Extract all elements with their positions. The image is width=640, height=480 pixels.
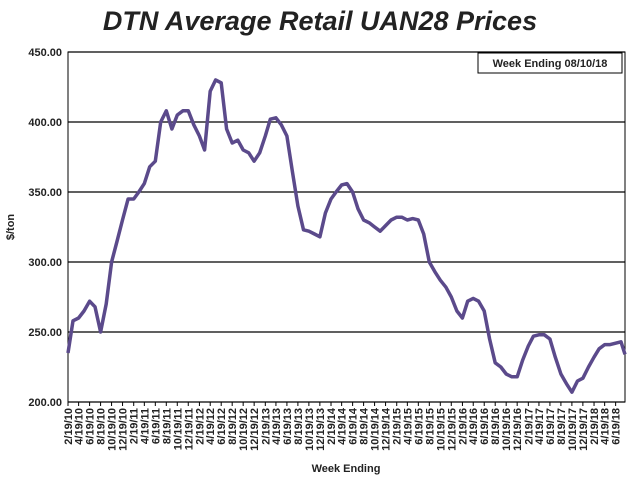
x-tick-label: 2/19/15	[392, 408, 404, 445]
y-axis-label: $/ton	[5, 214, 17, 241]
x-tick-label: 8/19/16	[490, 408, 502, 445]
x-tick-label: 8/19/10	[96, 408, 108, 445]
chart-title: DTN Average Retail UAN28 Prices	[103, 6, 537, 36]
x-tick-label: 12/19/13	[315, 408, 327, 451]
y-tick-label: 350.00	[28, 187, 62, 199]
note-box	[477, 52, 623, 74]
x-tick-label: 2/19/12	[194, 408, 206, 445]
x-tick-label: 4/19/17	[534, 408, 546, 445]
x-tick-label: 12/19/16	[512, 408, 524, 451]
x-tick-label: 6/19/18	[611, 408, 623, 445]
x-tick-label: 10/19/15	[435, 408, 447, 451]
y-tick-label: 300.00	[28, 257, 62, 269]
x-tick-label: 6/19/16	[479, 408, 491, 445]
x-tick-label: 6/19/11	[150, 408, 162, 444]
x-tick-label: 6/19/13	[282, 408, 294, 445]
x-tick-label: 6/19/17	[545, 408, 557, 445]
y-tick-label: 450.00	[28, 47, 62, 59]
x-tick-label: 4/19/10	[74, 408, 86, 445]
x-tick-label: 4/19/15	[402, 408, 414, 445]
x-tick-label: 10/19/14	[370, 407, 382, 451]
x-tick-label: 4/19/14	[337, 407, 349, 445]
x-tick-label: 4/19/16	[468, 408, 480, 445]
x-tick-label: 6/19/15	[413, 408, 425, 445]
x-tick-label: 8/19/17	[556, 408, 568, 445]
x-tick-label: 12/19/14	[381, 407, 393, 451]
x-tick-label: 12/19/10	[118, 408, 130, 451]
x-tick-label: 10/19/11	[172, 408, 184, 450]
x-tick-label: 12/19/12	[249, 408, 261, 451]
x-axis-label: Week Ending	[312, 463, 381, 475]
x-tick-label: 2/19/14	[326, 407, 338, 445]
x-tick-label: 8/19/12	[227, 408, 239, 445]
y-tick-label: 400.00	[28, 117, 62, 129]
x-tick-label: 6/19/10	[85, 408, 97, 445]
x-tick-label: 12/19/11	[183, 408, 195, 450]
x-tick-label: 12/19/15	[446, 408, 458, 451]
y-tick-label: 250.00	[28, 327, 62, 339]
x-tick-label: 8/19/13	[293, 408, 305, 445]
x-tick-label: 10/19/17	[567, 408, 579, 451]
x-tick-label: 10/19/10	[107, 408, 119, 451]
x-tick-label: 2/19/18	[589, 408, 601, 445]
x-tick-label: 4/19/11	[139, 408, 151, 444]
x-tick-label: 8/19/11	[161, 408, 173, 444]
plot-frame	[67, 51, 626, 403]
x-tick-label: 2/19/17	[523, 408, 535, 445]
x-tick-label: 6/19/12	[216, 408, 228, 445]
x-tick-label: 6/19/14	[348, 407, 360, 445]
x-tick-label: 12/19/17	[578, 408, 590, 451]
x-tick-label: 4/19/12	[205, 408, 217, 445]
x-tick-label: 2/19/11	[129, 408, 141, 444]
x-tick-label: 10/19/12	[238, 408, 250, 451]
x-tick-label: 2/19/10	[63, 408, 75, 445]
x-tick-label: 10/19/13	[304, 408, 316, 451]
x-tick-label: 2/19/13	[260, 408, 272, 445]
x-tick-label: 4/19/18	[600, 408, 612, 445]
x-tick-label: 10/19/16	[501, 408, 513, 451]
y-tick-label: 200.00	[28, 397, 62, 409]
x-tick-label: 8/19/15	[424, 408, 436, 445]
x-tick-label: 4/19/13	[271, 408, 283, 445]
x-tick-label: 2/19/16	[457, 408, 469, 445]
data-line	[66, 78, 627, 394]
x-tick-label: 8/19/14	[359, 407, 371, 445]
note: Week Ending 08/10/18	[493, 58, 608, 70]
